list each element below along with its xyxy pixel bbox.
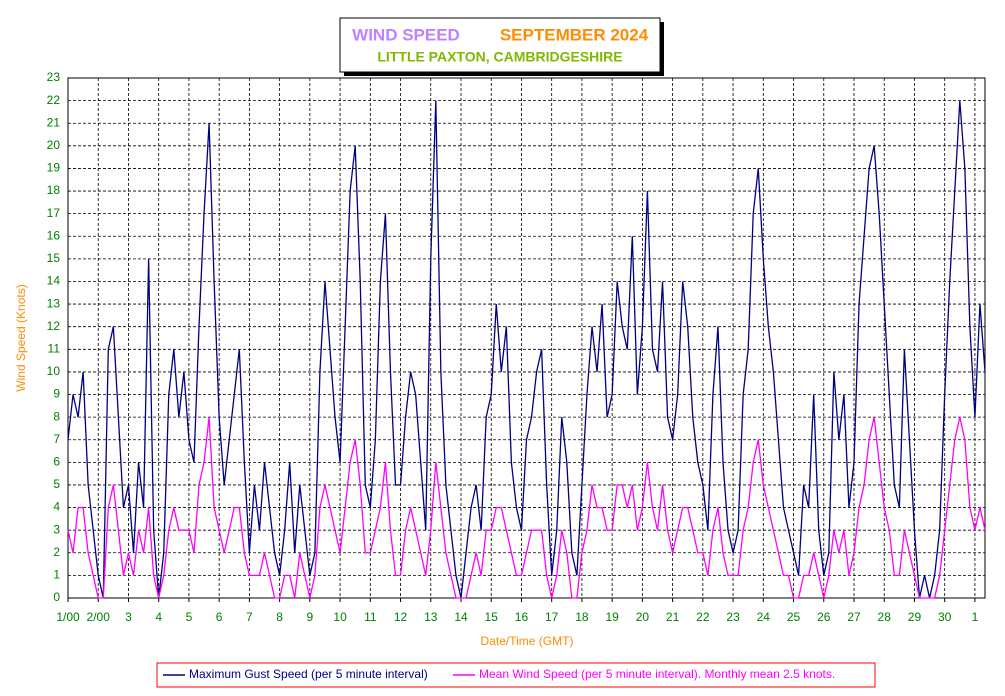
x-tick-label: 28 <box>878 610 892 624</box>
x-tick-label: 10 <box>333 610 347 624</box>
y-tick-label: 15 <box>47 251 61 265</box>
x-tick-label: 4 <box>155 610 162 624</box>
y-tick-label: 20 <box>47 138 61 152</box>
x-tick-label: 29 <box>908 610 922 624</box>
x-tick-label: 12 <box>394 610 408 624</box>
x-tick-label: 18 <box>575 610 589 624</box>
y-tick-label: 4 <box>53 500 60 514</box>
x-tick-label: 5 <box>186 610 193 624</box>
y-tick-label: 16 <box>47 228 61 242</box>
x-tick-label: 16 <box>515 610 529 624</box>
y-tick-label: 11 <box>48 341 61 355</box>
y-tick-label: 9 <box>53 387 60 401</box>
y-axis-label: Wind Speed (Knots) <box>14 284 28 391</box>
x-tick-label: 20 <box>636 610 650 624</box>
y-tick-label: 3 <box>53 522 60 536</box>
x-axis-label: Date/Time (GMT) <box>481 634 574 648</box>
x-tick-label: 7 <box>246 610 253 624</box>
y-tick-label: 14 <box>47 274 61 288</box>
x-tick-label: 9 <box>307 610 314 624</box>
x-tick-label: 3 <box>125 610 132 624</box>
x-tick-label: 15 <box>485 610 499 624</box>
x-tick-label: 14 <box>454 610 468 624</box>
y-tick-label: 2 <box>53 545 60 559</box>
x-tick-label: 30 <box>938 610 952 624</box>
y-tick-label: 23 <box>47 70 61 84</box>
y-tick-label: 22 <box>47 93 61 107</box>
x-tick-label: 8 <box>276 610 283 624</box>
y-tick-label: 0 <box>53 590 60 604</box>
y-tick-label: 6 <box>53 455 60 469</box>
y-tick-label: 13 <box>47 296 61 310</box>
series-line <box>67 100 986 599</box>
x-tick-label: 13 <box>424 610 438 624</box>
x-tick-label: 17 <box>545 610 559 624</box>
location: LITTLE PAXTON, CAMBRIDGESHIRE <box>377 49 622 65</box>
x-tick-label: 1/00 <box>56 610 80 624</box>
x-tick-label: 21 <box>666 610 680 624</box>
chart-title: WIND SPEED <box>352 25 460 44</box>
x-tick-label: 22 <box>696 610 710 624</box>
series-line <box>67 416 986 599</box>
x-tick-label: 23 <box>726 610 740 624</box>
x-tick-label: 1 <box>972 610 979 624</box>
legend-label: Mean Wind Speed (per 5 minute interval).… <box>479 667 835 681</box>
y-tick-label: 10 <box>47 364 61 378</box>
legend-box <box>156 662 876 688</box>
x-tick-label: 24 <box>757 610 771 624</box>
y-tick-label: 1 <box>53 568 60 582</box>
y-tick-label: 5 <box>53 477 60 491</box>
legend-label: Maximum Gust Speed (per 5 minute interva… <box>189 667 428 681</box>
y-tick-label: 12 <box>47 319 61 333</box>
x-tick-label: 27 <box>847 610 861 624</box>
x-tick-label: 2/00 <box>87 610 111 624</box>
x-tick-label: 26 <box>817 610 831 624</box>
y-tick-label: 18 <box>47 183 61 197</box>
plot-frame <box>67 77 986 599</box>
y-tick-label: 21 <box>47 115 61 129</box>
chart-subtitle: SEPTEMBER 2024 <box>500 25 649 44</box>
x-tick-label: 11 <box>364 610 377 624</box>
x-tick-label: 25 <box>787 610 801 624</box>
y-tick-label: 17 <box>47 206 61 220</box>
title-box <box>339 17 661 73</box>
y-tick-label: 8 <box>53 409 60 423</box>
y-tick-label: 19 <box>47 161 61 175</box>
y-tick-label: 7 <box>53 432 60 446</box>
x-tick-label: 19 <box>605 610 619 624</box>
x-tick-label: 6 <box>216 610 223 624</box>
